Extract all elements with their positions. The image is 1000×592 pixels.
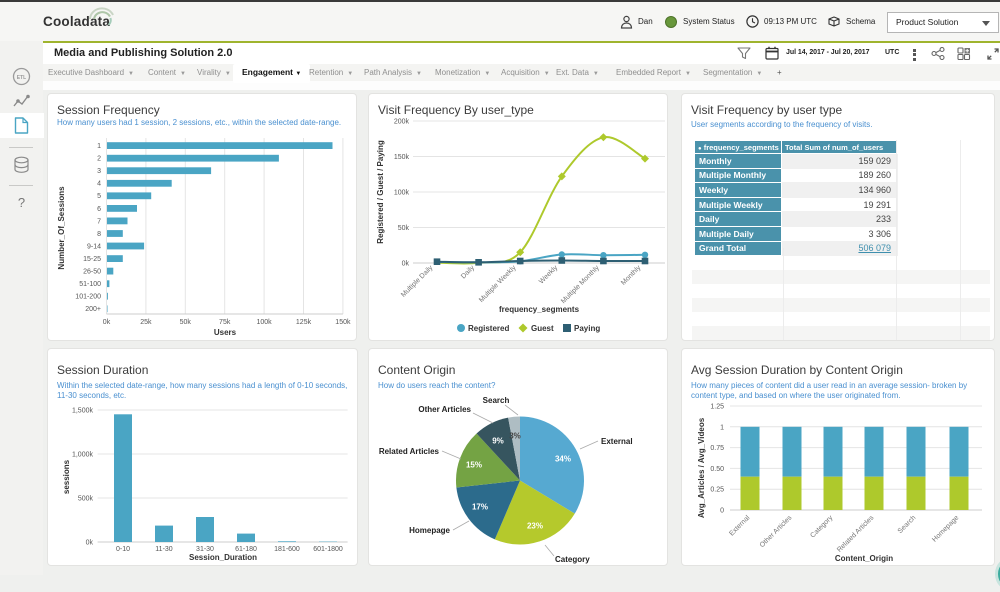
svg-text:1.25: 1.25	[710, 404, 724, 411]
svg-text:Content_Origin: Content_Origin	[835, 554, 893, 563]
svg-text:5: 5	[97, 193, 101, 200]
svg-text:23%: 23%	[527, 522, 543, 531]
svg-text:Search: Search	[897, 514, 918, 535]
svg-text:101-200: 101-200	[75, 294, 101, 301]
svg-text:Monthly: Monthly	[620, 264, 643, 287]
svg-text:Session_Duration: Session_Duration	[189, 553, 257, 561]
svg-text:601-1800: 601-1800	[313, 546, 343, 553]
svg-text:500k: 500k	[78, 496, 94, 503]
svg-text:4: 4	[97, 181, 101, 188]
svg-text:0.25: 0.25	[710, 487, 724, 494]
svg-text:Other Articles: Other Articles	[418, 405, 471, 414]
svg-text:External: External	[728, 514, 751, 537]
svg-text:Search: Search	[483, 396, 510, 405]
svg-text:Guest: Guest	[531, 324, 554, 333]
svg-text:7: 7	[97, 218, 101, 225]
svg-text:frequency_segments: frequency_segments	[499, 305, 580, 314]
svg-text:Related Articles: Related Articles	[836, 514, 876, 554]
svg-text:Users: Users	[214, 328, 237, 337]
svg-text:Multiple Monthly: Multiple Monthly	[560, 264, 601, 305]
svg-text:0.75: 0.75	[710, 445, 724, 452]
svg-text:0k: 0k	[86, 540, 94, 547]
svg-text:200+: 200+	[85, 306, 101, 313]
svg-text:2: 2	[97, 156, 101, 163]
svg-text:181-600: 181-600	[274, 546, 300, 553]
svg-text:15-25: 15-25	[83, 256, 101, 263]
svg-text:1: 1	[97, 143, 101, 150]
svg-text:50k: 50k	[398, 225, 410, 232]
svg-text:Multiple Weekly: Multiple Weekly	[478, 264, 518, 304]
svg-text:0k: 0k	[402, 261, 410, 268]
svg-text:Avg_Articles / Avg_Videos: Avg_Articles / Avg_Videos	[697, 417, 706, 518]
svg-text:26-50: 26-50	[83, 269, 101, 276]
svg-text:51-100: 51-100	[79, 281, 101, 288]
svg-text:3%: 3%	[509, 432, 521, 441]
svg-text:Homepage: Homepage	[931, 514, 960, 543]
svg-text:Homepage: Homepage	[409, 526, 450, 535]
svg-text:ETL: ETL	[17, 75, 26, 81]
svg-text:1,000k: 1,000k	[72, 452, 94, 459]
svg-text:1: 1	[720, 424, 724, 431]
svg-text:0-10: 0-10	[116, 546, 130, 553]
svg-text:50k: 50k	[180, 319, 192, 326]
svg-text:External: External	[601, 437, 633, 446]
svg-text:125k: 125k	[296, 319, 312, 326]
svg-text:150k: 150k	[394, 154, 410, 161]
svg-text:1,500k: 1,500k	[72, 408, 94, 415]
svg-text:25k: 25k	[140, 319, 152, 326]
svg-text:11-30: 11-30	[155, 546, 172, 553]
svg-text:61-180: 61-180	[235, 546, 257, 553]
svg-text:Other Articles: Other Articles	[759, 514, 794, 549]
svg-text:0: 0	[720, 508, 724, 515]
svg-text:Category: Category	[555, 555, 590, 564]
svg-text:200k: 200k	[394, 119, 410, 126]
svg-text:8: 8	[97, 231, 101, 238]
svg-text:6: 6	[97, 206, 101, 213]
svg-text:Multiple Daily: Multiple Daily	[400, 264, 435, 299]
svg-text:9-14: 9-14	[87, 243, 101, 250]
svg-text:9%: 9%	[492, 437, 504, 446]
svg-text:100k: 100k	[394, 190, 410, 197]
svg-text:sessions: sessions	[62, 459, 71, 494]
svg-text:Paying: Paying	[574, 324, 600, 333]
svg-text:Number_Of_Sessions: Number_Of_Sessions	[57, 186, 66, 270]
svg-text:3: 3	[97, 168, 101, 175]
svg-text:Daily: Daily	[460, 264, 476, 280]
svg-text:34%: 34%	[555, 455, 571, 464]
svg-text:Registered: Registered	[468, 324, 509, 333]
svg-text:15%: 15%	[466, 461, 482, 470]
svg-text:Weekly: Weekly	[538, 264, 559, 285]
svg-text:75k: 75k	[219, 319, 231, 326]
svg-text:Registered / Guest / Paying: Registered / Guest / Paying	[376, 140, 385, 244]
svg-text:Related Articles: Related Articles	[379, 447, 440, 456]
svg-text:17%: 17%	[472, 503, 488, 512]
svg-text:31-30: 31-30	[196, 546, 214, 553]
svg-text:Category: Category	[809, 514, 834, 539]
svg-text:0k: 0k	[103, 319, 111, 326]
svg-text:0.50: 0.50	[710, 466, 724, 473]
svg-text:150k: 150k	[335, 319, 351, 326]
svg-text:100k: 100k	[257, 319, 273, 326]
